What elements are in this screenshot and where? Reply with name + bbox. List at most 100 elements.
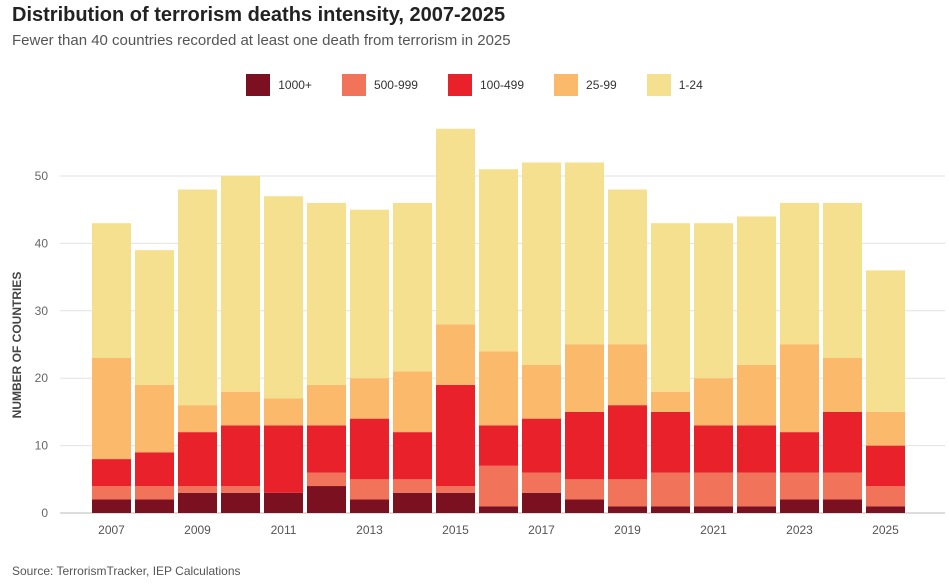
bar-segment-100-499 (135, 452, 174, 487)
bar-segment-100-499 (737, 425, 776, 473)
legend-item: 100-499 (447, 74, 525, 96)
bar-segment-25-99 (393, 371, 432, 433)
bar-segment-1000+ (436, 492, 475, 513)
bar-segment-1000+ (651, 506, 690, 513)
legend-item: 25-99 (554, 74, 617, 96)
bar-segment-1-24 (221, 176, 260, 392)
bar-segment-1-24 (694, 223, 733, 379)
legend-label: 25-99 (586, 78, 617, 92)
bar-segment-100-499 (307, 425, 346, 473)
bar-segment-1-24 (436, 128, 475, 325)
legend-item: 1000+ (246, 74, 312, 96)
bar-segment-500-999 (780, 472, 819, 500)
bar-segment-25-99 (221, 391, 260, 426)
bar-segment-25-99 (608, 344, 647, 406)
bar-segment-100-499 (823, 411, 862, 473)
bar-segment-100-499 (866, 445, 905, 487)
x-tick-label: 2013 (356, 523, 383, 537)
bar-segment-1-24 (479, 169, 518, 352)
bar-segment-500-999 (608, 479, 647, 507)
legend-label: 500-999 (373, 78, 418, 92)
bar-segment-25-99 (350, 378, 389, 419)
bar-segment-25-99 (92, 357, 131, 460)
bar-segment-500-999 (651, 472, 690, 507)
y-tick-label: 0 (41, 506, 48, 520)
legend-swatch (246, 74, 271, 96)
x-tick-label: 2017 (528, 523, 555, 537)
bar-segment-1000+ (823, 499, 862, 513)
legend-item: 500-999 (341, 74, 418, 96)
bar-segment-1-24 (350, 209, 389, 379)
bar-segment-1000+ (866, 506, 905, 513)
bar-segment-1000+ (780, 499, 819, 513)
bar-segment-1000+ (264, 492, 303, 513)
bar-segment-500-999 (307, 472, 346, 487)
bar-segment-1-24 (135, 250, 174, 385)
bar-segment-100-499 (221, 425, 260, 487)
bar-segment-500-999 (866, 486, 905, 507)
bar-segment-500-999 (221, 486, 260, 493)
bar-segment-500-999 (694, 472, 733, 507)
bar-segment-25-99 (823, 357, 862, 412)
bar-segment-25-99 (737, 364, 776, 426)
y-tick-label: 20 (35, 371, 49, 385)
x-tick-label: 2015 (442, 523, 469, 537)
bar-segment-500-999 (135, 486, 174, 500)
bar-segment-500-999 (92, 486, 131, 500)
bar-segment-1-24 (307, 202, 346, 385)
legend-label: 1000+ (278, 78, 312, 92)
bar-segment-100-499 (92, 459, 131, 487)
x-tick-label: 2025 (872, 523, 899, 537)
bar-segment-1-24 (522, 162, 561, 365)
legend: 1000+ 500-999 100-499 25-99 1-24 (0, 74, 949, 96)
bar-segment-100-499 (393, 432, 432, 480)
bar-segment-1000+ (178, 492, 217, 513)
y-tick-label: 50 (35, 169, 49, 183)
bar-segment-1000+ (135, 499, 174, 513)
bar-segment-25-99 (866, 411, 905, 446)
bar-segment-1-24 (737, 216, 776, 365)
bar-segment-25-99 (694, 378, 733, 426)
source-note: Source: TerrorismTracker, IEP Calculatio… (12, 564, 241, 578)
bar-segment-500-999 (479, 465, 518, 507)
x-tick-label: 2007 (98, 523, 125, 537)
bar-segment-1000+ (694, 506, 733, 513)
bar-segment-500-999 (565, 479, 604, 500)
chart-title: Distribution of terrorism deaths intensi… (12, 4, 506, 26)
bar-segment-1-24 (823, 202, 862, 358)
bar-segment-25-99 (479, 351, 518, 426)
bar-segment-500-999 (522, 472, 561, 493)
bar-segment-500-999 (178, 486, 217, 493)
bar-segment-25-99 (522, 364, 561, 419)
bar-segment-100-499 (522, 418, 561, 473)
legend-item: 1-24 (646, 74, 703, 96)
bar-segment-100-499 (264, 425, 303, 493)
bar-segment-500-999 (737, 472, 776, 507)
legend-label: 1-24 (678, 78, 703, 92)
legend-swatch (646, 74, 671, 96)
y-axis-label: NUMBER OF COUNTRIES (10, 272, 24, 419)
legend-label: 100-499 (479, 78, 525, 92)
bar-segment-1000+ (393, 492, 432, 513)
bar-segment-1-24 (608, 189, 647, 345)
bar-segment-100-499 (565, 411, 604, 480)
bar-segment-500-999 (393, 479, 432, 493)
bar-segment-100-499 (436, 384, 475, 487)
bar-segment-25-99 (651, 391, 690, 412)
bar-segment-100-499 (694, 425, 733, 473)
bar-segment-1000+ (479, 506, 518, 513)
bar-segment-100-499 (350, 418, 389, 480)
bar-segment-500-999 (823, 472, 862, 500)
bar-segment-1-24 (866, 270, 905, 412)
bar-segment-1-24 (393, 202, 432, 372)
y-tick-label: 30 (35, 304, 49, 318)
x-tick-label: 2011 (271, 523, 297, 537)
bar-segment-1000+ (92, 499, 131, 513)
bar-segment-500-999 (350, 479, 389, 500)
bar-segment-25-99 (135, 384, 174, 453)
bar-segment-1000+ (737, 506, 776, 513)
legend-swatch (447, 74, 472, 96)
bar-segment-25-99 (436, 324, 475, 385)
x-tick-label: 2009 (184, 523, 211, 537)
